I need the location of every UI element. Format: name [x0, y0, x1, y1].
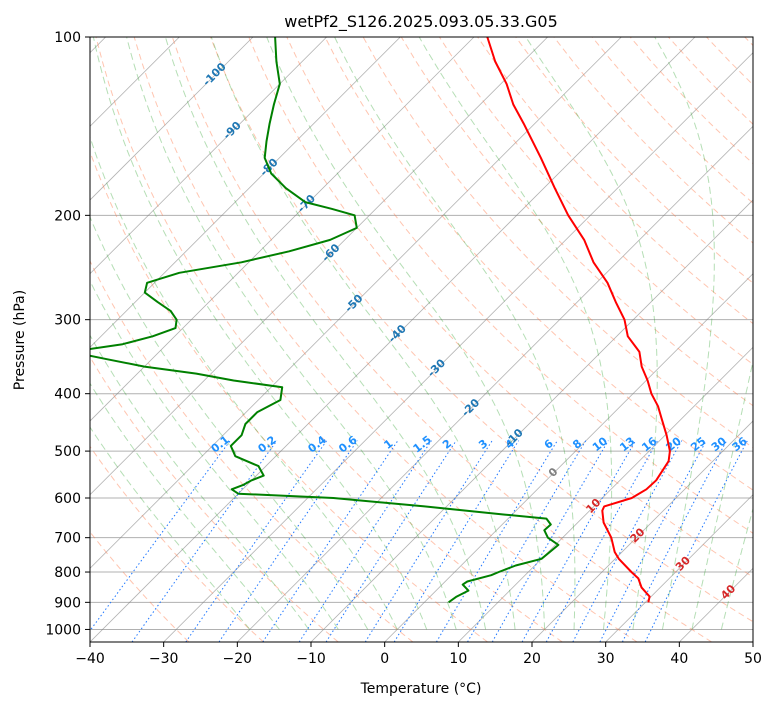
mixing-ratio-line: [491, 440, 609, 642]
mixing-ratio-line: [131, 440, 278, 642]
mixing-ratio-line: [572, 440, 683, 642]
y-tick-label: 600: [54, 491, 81, 507]
moist-adiabat-line: [691, 358, 753, 630]
dry-adiabat-line: [90, 356, 339, 642]
y-tick-label: 300: [54, 313, 81, 329]
dry-adiabat-line: [324, 37, 753, 491]
mixing-ratio-line: [364, 440, 493, 642]
y-tick-label: 1000: [45, 622, 81, 638]
axes: −40 −30 −20 −10 0 10 20 30 40 50 1000 900 800 700 600 5…: [45, 30, 762, 667]
mixing-ratio-line: [262, 440, 399, 642]
x-tick-label: −10: [296, 651, 326, 667]
mixing-ratio-line: [298, 440, 432, 642]
dewpoint-line: [90, 37, 560, 604]
mixing-ratio-line: [325, 440, 457, 642]
moist-adiabat-line: [210, 37, 516, 630]
y-tick-label: 400: [54, 387, 81, 403]
mixing-ratio-line: [521, 440, 637, 642]
isotherm-line: [90, 37, 696, 642]
dry-adiabat-line: [171, 37, 712, 642]
moist-adiabat-line: [90, 426, 251, 630]
moist-adiabat-line: [90, 382, 280, 630]
isotherm-line: [458, 346, 753, 642]
moist-adiabat-line: [92, 37, 428, 630]
plot-frame: [89, 36, 754, 643]
moist-adiabat-line: [418, 37, 613, 630]
moist-adiabat-line: [164, 37, 487, 630]
dry-adiabat-line: [210, 37, 753, 623]
y-axis-label: Pressure (hPa): [12, 290, 28, 390]
isotherm-line: [310, 199, 753, 642]
moist-adiabat-line: [90, 215, 369, 630]
isotherm-line: [237, 125, 753, 642]
x-axis-label: Temperature (°C): [360, 681, 482, 697]
dry-adiabat-line: [248, 37, 753, 578]
y-tick-label: 800: [54, 565, 81, 581]
isotherm-line: [90, 37, 475, 422]
y-tick-label: 700: [54, 531, 81, 547]
moist-adiabat-line: [334, 37, 576, 630]
moist-adiabat-line: [266, 37, 546, 630]
y-tick-label: 100: [54, 30, 81, 46]
isotherm-line: [90, 37, 622, 569]
dry-adiabat-line: [90, 259, 414, 642]
isotherm-line: [90, 37, 401, 348]
mixing-ratio-line: [90, 440, 231, 632]
isotherm-line: [90, 37, 254, 201]
x-tick-label: −40: [75, 651, 105, 667]
x-tick-label: 30: [597, 651, 615, 667]
isotherm-line: [531, 420, 753, 642]
x-tick-label: 0: [380, 651, 389, 667]
moist-adiabat-line: [90, 135, 398, 630]
isotherm-line: [90, 37, 327, 275]
dry-adiabat-line: [286, 37, 753, 534]
dry-adiabat-line: [515, 37, 753, 284]
y-tick-label: 900: [54, 595, 81, 611]
isotherm-line: [605, 494, 753, 642]
isotherm-line: [90, 37, 548, 496]
dry-adiabat-line: [90, 445, 264, 642]
background-lines: [90, 37, 753, 642]
mixing-ratio-line: [393, 440, 520, 642]
mixing-ratio-line: [545, 440, 659, 642]
isotherm-line: [384, 273, 753, 642]
isotherm-line: [163, 52, 753, 642]
mixing-ratio-line: [185, 440, 328, 642]
isotherm-line: [752, 641, 753, 642]
moist-adiabat-line: [126, 37, 457, 630]
y-tick-label: 500: [54, 444, 81, 460]
moist-adiabat-line: [654, 37, 715, 630]
mixing-ratio-line: [435, 440, 558, 642]
moist-adiabat-line: [525, 37, 658, 630]
mixing-ratio-line: [467, 440, 587, 642]
x-tick-label: 20: [523, 651, 541, 667]
temperature-line: [486, 37, 671, 603]
plot-area: [90, 37, 753, 642]
y-tick-label: 200: [54, 208, 81, 224]
x-tick-label: −20: [223, 651, 253, 667]
x-tick-label: −30: [149, 651, 179, 667]
chart-title: wetPf2_S126.2025.093.05.33.G05: [284, 12, 558, 32]
x-tick-label: 10: [449, 651, 467, 667]
x-tick-label: 40: [670, 651, 688, 667]
x-tick-label: 50: [744, 651, 762, 667]
data-series: [90, 37, 671, 604]
dry-adiabat-line: [133, 37, 638, 642]
dry-adiabat-line: [95, 37, 563, 642]
mixing-ratio-line: [644, 440, 748, 642]
